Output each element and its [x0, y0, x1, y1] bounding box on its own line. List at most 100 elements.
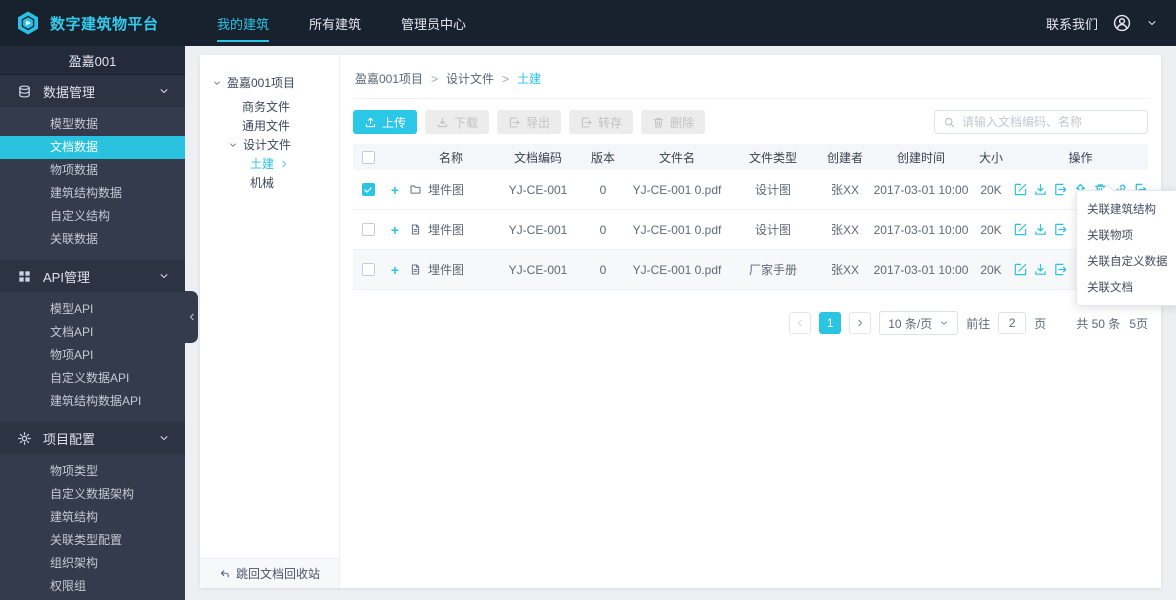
- sidebar-section-data-management[interactable]: 数据管理: [0, 75, 185, 107]
- sidebar-collapse-handle[interactable]: [185, 291, 198, 343]
- folder-icon: [409, 183, 422, 196]
- chevron-left-icon: [187, 312, 197, 322]
- contact-us-link[interactable]: 联系我们: [1045, 16, 1098, 32]
- export-icon[interactable]: [1053, 222, 1068, 237]
- sidebar-item-custom-data-schema[interactable]: 自定义数据架构: [50, 487, 135, 501]
- edit-icon[interactable]: [1013, 262, 1028, 277]
- file-icon: [409, 223, 422, 236]
- doc-filename: YJ-CE-001 0.pdf: [632, 262, 722, 277]
- export-icon[interactable]: [1053, 182, 1068, 197]
- doc-name[interactable]: 埋件图: [428, 223, 465, 237]
- sidebar-item-custom-data-api[interactable]: 自定义数据API: [50, 371, 130, 385]
- menu-item-link-custom-data[interactable]: 关联自定义数据: [1087, 256, 1168, 268]
- sidebar-section-project-config[interactable]: 项目配置: [0, 422, 185, 454]
- chevron-down-icon: [939, 318, 949, 328]
- transfer-button[interactable]: 转存: [569, 110, 634, 134]
- menu-item-link-object[interactable]: 关联物项: [1087, 230, 1133, 242]
- recycle-bin-link[interactable]: 跳回文档回收站: [200, 558, 339, 588]
- doc-name[interactable]: 埋件图: [428, 183, 465, 197]
- download-icon[interactable]: [1033, 262, 1048, 277]
- download-icon[interactable]: [1033, 222, 1048, 237]
- tree-node-design-files[interactable]: 设计文件: [200, 135, 339, 154]
- top-nav: 我的建筑 所有建筑 管理员中心: [217, 0, 466, 46]
- chevron-down-icon: [158, 432, 170, 444]
- user-menu-chevron-down-icon[interactable]: [1146, 17, 1158, 29]
- sidebar-item-custom-structure[interactable]: 自定义结构: [50, 209, 111, 223]
- sidebar-item-permission-group[interactable]: 权限组: [50, 579, 87, 593]
- row-checkbox[interactable]: [361, 223, 375, 236]
- download-icon[interactable]: [1033, 182, 1048, 197]
- sidebar-item-relation-data[interactable]: 关联数据: [50, 232, 99, 246]
- pagination-page-1[interactable]: 1: [819, 312, 842, 334]
- sidebar-item-building-structure[interactable]: 建筑结构: [50, 510, 99, 524]
- tree-node-civil[interactable]: 土建: [200, 154, 339, 173]
- pagination-prev-button[interactable]: [789, 312, 812, 334]
- sidebar-item-object-data[interactable]: 物项数据: [50, 163, 99, 177]
- sidebar-section-api-management[interactable]: API管理: [0, 260, 185, 292]
- doc-filetype: 厂家手册: [748, 263, 797, 277]
- edit-icon[interactable]: [1013, 182, 1028, 197]
- sidebar-item-structure-data-api[interactable]: 建筑结构数据API: [50, 394, 142, 408]
- search-input[interactable]: [962, 115, 1139, 129]
- topbar-right: 联系我们: [1046, 14, 1176, 33]
- breadcrumb: 盈嘉001项目 > 设计文件 > 土建: [353, 55, 1148, 99]
- main-panel: 盈嘉001项目 > 设计文件 > 土建 上传 下载 导出: [340, 55, 1161, 588]
- sidebar-item-object-type[interactable]: 物项类型: [50, 464, 99, 478]
- delete-button[interactable]: 删除: [641, 110, 706, 134]
- sidebar-item-model-data[interactable]: 模型数据: [50, 117, 99, 131]
- expand-row-button[interactable]: +: [390, 181, 400, 198]
- breadcrumb-project[interactable]: 盈嘉001项目: [355, 72, 424, 86]
- tree-node-project-root[interactable]: 盈嘉001项目: [200, 73, 339, 92]
- trash-icon: [652, 116, 665, 129]
- upload-button[interactable]: 上传: [353, 110, 418, 134]
- doc-filetype: 设计图: [754, 183, 791, 197]
- nav-admin-center[interactable]: 管理员中心: [401, 16, 467, 32]
- sidebar-item-document-api[interactable]: 文档API: [50, 325, 94, 339]
- sidebar-item-object-api[interactable]: 物项API: [50, 348, 94, 362]
- sidebar-item-relation-type-config[interactable]: 关联类型配置: [50, 533, 123, 547]
- goto-label: 前往: [966, 316, 991, 331]
- sidebar-project-name[interactable]: 盈嘉001: [0, 46, 185, 75]
- database-icon: [17, 84, 32, 99]
- export-button[interactable]: 导出: [497, 110, 562, 134]
- grid-icon: [17, 269, 32, 284]
- row-checkbox[interactable]: [361, 183, 375, 196]
- goto-page-input[interactable]: [998, 312, 1027, 334]
- app-logo: 数字建筑物平台: [0, 10, 185, 36]
- tree-node-general-files[interactable]: 通用文件: [242, 119, 291, 133]
- doc-size: 20K: [980, 182, 1002, 197]
- export-icon[interactable]: [1053, 262, 1068, 277]
- breadcrumb-design-files[interactable]: 设计文件: [446, 72, 495, 86]
- edit-icon[interactable]: [1013, 222, 1028, 237]
- sidebar-item-model-api[interactable]: 模型API: [50, 302, 94, 316]
- tree-node-business-files[interactable]: 商务文件: [242, 100, 291, 114]
- chevron-down-icon: [158, 270, 170, 282]
- expand-row-button[interactable]: +: [390, 221, 400, 238]
- doc-version: 0: [599, 262, 607, 277]
- nav-my-buildings[interactable]: 我的建筑: [217, 0, 270, 46]
- sidebar-item-document-data[interactable]: 文档数据: [0, 136, 185, 159]
- sidebar-item-org-structure[interactable]: 组织架构: [50, 556, 99, 570]
- tree-node-mechanical[interactable]: 机械: [250, 176, 275, 190]
- user-avatar-icon[interactable]: [1113, 14, 1131, 32]
- doc-name[interactable]: 埋件图: [428, 263, 465, 277]
- expand-row-button[interactable]: +: [390, 261, 400, 278]
- nav-all-buildings[interactable]: 所有建筑: [309, 16, 362, 32]
- toolbar: 上传 下载 导出 转存 删除: [353, 110, 1148, 134]
- table-row: + 埋件图 YJ-CE-001 0 YJ-CE-001 0.pdf 厂家手册 张…: [353, 250, 1148, 290]
- download-button[interactable]: 下载: [425, 110, 490, 134]
- row-checkbox[interactable]: [361, 263, 375, 276]
- documents-table: 名称 文档编码 版本 文件名 文件类型 创建者 创建时间 大小 操作 +: [353, 144, 1148, 290]
- table-row: + 埋件图 YJ-CE-001 0 YJ-CE-001 0.pdf 设计图 张X…: [353, 210, 1148, 250]
- col-header-version: 版本: [590, 150, 615, 165]
- page-size-select[interactable]: 10 条/页: [879, 311, 959, 335]
- pagination-next-button[interactable]: [849, 312, 872, 334]
- doc-filename: YJ-CE-001 0.pdf: [632, 222, 722, 237]
- sidebar-item-structure-data[interactable]: 建筑结构数据: [50, 186, 123, 200]
- menu-item-link-document[interactable]: 关联文档: [1087, 282, 1133, 294]
- menu-item-link-building-structure[interactable]: 关联建筑结构: [1087, 204, 1156, 216]
- select-all-checkbox[interactable]: [361, 150, 375, 164]
- doc-code: YJ-CE-001: [508, 262, 568, 277]
- gear-icon: [17, 431, 32, 446]
- app-title: 数字建筑物平台: [50, 15, 159, 33]
